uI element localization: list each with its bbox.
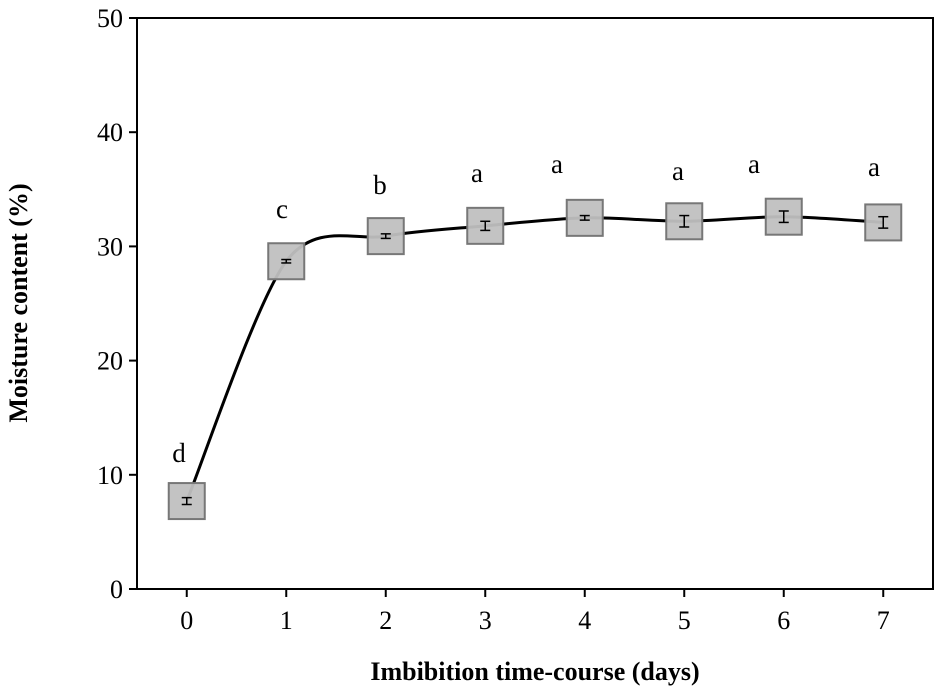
x-tick-label: 4 — [578, 606, 591, 635]
x-axis-title: Imbibition time-course (days) — [370, 657, 699, 686]
x-tick-label: 6 — [777, 606, 790, 635]
significance-letter: a — [471, 158, 483, 188]
y-tick-label: 30 — [97, 232, 123, 261]
significance-letter: b — [373, 170, 387, 200]
y-tick-label: 10 — [97, 461, 123, 490]
error-bars-group — [181, 210, 889, 506]
significance-letter: c — [276, 194, 288, 224]
plot-frame — [136, 17, 934, 590]
data-point-marker — [764, 197, 803, 236]
y-axis-ticks: 0 10 20 30 40 50 — [97, 4, 137, 604]
x-tick-label: 2 — [379, 606, 392, 635]
x-tick-label: 0 — [180, 606, 193, 635]
significance-letter: a — [551, 149, 563, 179]
significance-letter: a — [748, 149, 760, 179]
significance-letter: d — [172, 438, 186, 468]
y-tick-label: 0 — [110, 575, 123, 604]
y-tick-label: 20 — [97, 347, 123, 376]
x-axis-ticks: 0 1 2 3 4 5 6 7 — [180, 589, 890, 635]
y-axis-title: Moisture content (%) — [4, 183, 33, 422]
x-tick-label: 5 — [678, 606, 691, 635]
significance-letter: a — [672, 156, 684, 186]
x-tick-label: 7 — [877, 606, 890, 635]
significance-letters-group: d c b a a a a a — [172, 149, 880, 468]
x-tick-label: 1 — [280, 606, 293, 635]
y-tick-label: 50 — [97, 4, 123, 33]
significance-letter: a — [868, 152, 880, 182]
markers-group — [167, 197, 903, 521]
y-tick-label: 40 — [97, 118, 123, 147]
x-tick-label: 3 — [479, 606, 492, 635]
